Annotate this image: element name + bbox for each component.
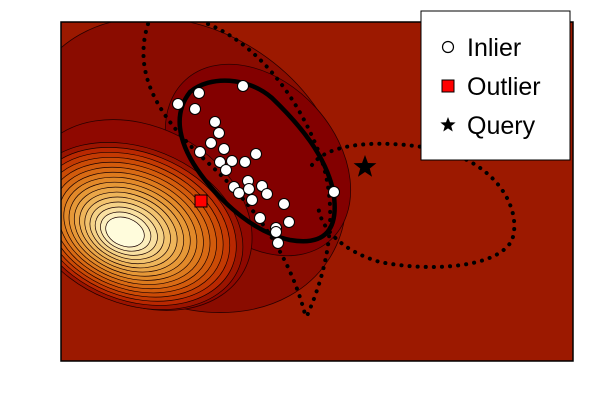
dotted-contour-query: [310, 141, 517, 269]
inlier-point: [283, 216, 295, 228]
inlier-point: [243, 183, 255, 195]
legend-query-marker: [440, 117, 456, 132]
inlier-point: [214, 156, 226, 168]
inlier-point: [278, 198, 290, 210]
inlier-point: [213, 127, 225, 139]
contour-level: [105, 216, 145, 248]
legend: Inlier Outlier Query: [420, 10, 571, 161]
legend-inlier-label: Inlier: [467, 34, 521, 62]
data-marks: [172, 80, 377, 249]
inlier-point: [233, 187, 245, 199]
dotted-contour-top: [141, 22, 308, 320]
inlier-point: [194, 146, 206, 158]
inlier-point: [250, 148, 262, 160]
inlier-point: [226, 155, 238, 167]
query-point: [353, 155, 377, 177]
inlier-point: [328, 186, 340, 198]
inlier-point: [254, 212, 266, 224]
outlier-point: [194, 194, 208, 208]
decision-boundary: [177, 78, 337, 244]
contour-bands: [61, 22, 352, 313]
legend-query-label: Query: [467, 112, 536, 140]
inlier-point: [218, 143, 230, 155]
inlier-point: [246, 194, 258, 206]
plot-frame: [60, 21, 574, 362]
inlier-point: [270, 226, 282, 238]
inlier-point: [209, 116, 221, 128]
inlier-point: [172, 98, 184, 110]
legend-outlier-label: Outlier: [467, 73, 541, 101]
inlier-point: [205, 137, 217, 149]
legend-inlier-marker: [441, 40, 455, 54]
inlier-point: [220, 164, 232, 176]
inlier-point: [189, 103, 201, 115]
inlier-point: [239, 156, 251, 168]
inlier-point: [237, 80, 249, 92]
inlier-point: [272, 237, 284, 249]
inlier-point: [193, 87, 205, 99]
legend-outlier-marker: [441, 79, 455, 93]
inlier-point: [261, 188, 273, 200]
